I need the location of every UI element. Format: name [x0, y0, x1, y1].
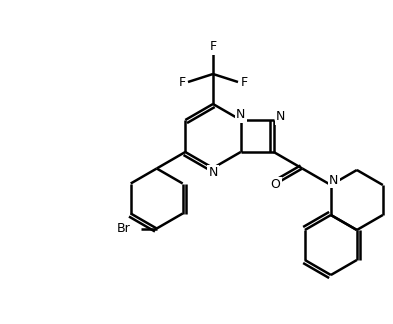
- Text: N: N: [236, 109, 245, 122]
- Text: F: F: [178, 75, 185, 88]
- Text: N: N: [208, 167, 218, 179]
- Text: F: F: [209, 40, 217, 53]
- Text: N: N: [329, 173, 338, 187]
- Text: F: F: [241, 75, 248, 88]
- Text: O: O: [271, 179, 281, 191]
- Text: Br: Br: [117, 222, 131, 235]
- Text: N: N: [329, 173, 338, 187]
- Text: N: N: [276, 110, 285, 123]
